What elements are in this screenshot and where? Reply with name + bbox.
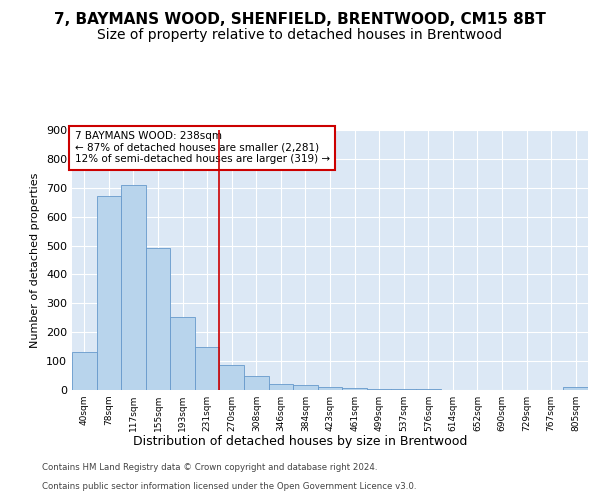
Bar — [97, 196, 121, 390]
Y-axis label: Number of detached properties: Number of detached properties — [31, 172, 40, 348]
Bar — [269, 384, 293, 390]
Text: Contains HM Land Registry data © Crown copyright and database right 2024.: Contains HM Land Registry data © Crown c… — [42, 464, 377, 472]
Bar — [244, 376, 269, 390]
Text: Size of property relative to detached houses in Brentwood: Size of property relative to detached ho… — [97, 28, 503, 42]
Bar — [121, 185, 146, 390]
Bar — [563, 387, 588, 390]
Bar — [146, 248, 170, 390]
Bar — [293, 385, 318, 390]
Bar — [342, 388, 367, 390]
Text: 7 BAYMANS WOOD: 238sqm
← 87% of detached houses are smaller (2,281)
12% of semi-: 7 BAYMANS WOOD: 238sqm ← 87% of detached… — [74, 132, 330, 164]
Bar — [72, 352, 97, 390]
Text: Contains public sector information licensed under the Open Government Licence v3: Contains public sector information licen… — [42, 482, 416, 491]
Text: Distribution of detached houses by size in Brentwood: Distribution of detached houses by size … — [133, 435, 467, 448]
Bar — [195, 346, 220, 390]
Bar — [220, 366, 244, 390]
Bar — [367, 388, 391, 390]
Bar — [318, 387, 342, 390]
Bar — [170, 317, 195, 390]
Text: 7, BAYMANS WOOD, SHENFIELD, BRENTWOOD, CM15 8BT: 7, BAYMANS WOOD, SHENFIELD, BRENTWOOD, C… — [54, 12, 546, 28]
